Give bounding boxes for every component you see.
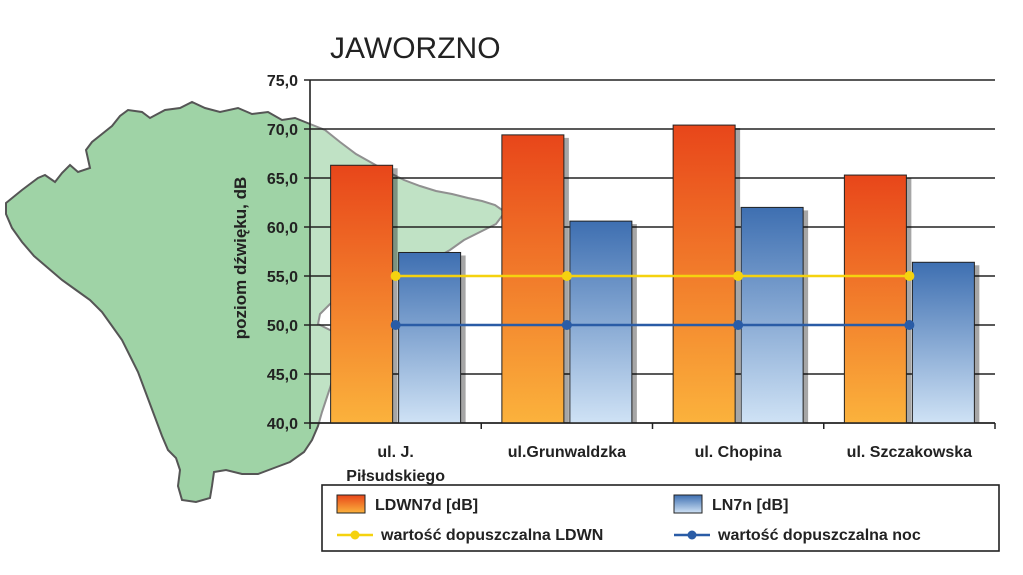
y-tick-labels: 40,0 45,0 50,0 55,0 60,0 65,0 70,0 75,0 (267, 73, 298, 433)
bar-ln7n (398, 251, 462, 424)
y-tick-label: 50,0 (267, 318, 298, 335)
legend-swatch (336, 494, 366, 514)
legend-box (321, 484, 1000, 552)
limit-lines (390, 271, 915, 330)
legend: LDWN7d [dB] LN7n [dB] wartość dopuszczalna… (321, 484, 1000, 552)
legend-swatch (673, 494, 703, 514)
legend-label: LN7n [dB] (712, 497, 788, 514)
limit-point (733, 320, 744, 330)
y-tick-label: 40,0 (267, 416, 298, 433)
bar-ln7n (740, 206, 804, 424)
bar-ldwn7d (843, 174, 907, 424)
limit-point (561, 271, 572, 281)
limit-point (904, 271, 915, 281)
limit-point (390, 320, 401, 330)
bar-ln7n (569, 220, 633, 424)
y-tick-label: 70,0 (267, 122, 298, 139)
limit-point (561, 320, 572, 330)
bars (330, 124, 980, 424)
y-tick-label: 60,0 (267, 220, 298, 237)
limit-point (904, 320, 915, 330)
x-tick-label: ul. Szczakowska (847, 444, 972, 461)
y-tick-label: 45,0 (267, 367, 298, 384)
y-tick-label: 75,0 (267, 73, 298, 90)
x-tick-labels: ul. J. Piłsudskiego ul.Grunwaldzka ul. Chop… (346, 444, 972, 485)
bar-ldwn7d (330, 164, 394, 424)
legend-marker (350, 530, 360, 540)
x-tick-label: ul.Grunwaldzka (508, 444, 626, 461)
x-tick-label: ul. J. Piłsudskiego (346, 444, 445, 485)
limit-point (733, 271, 744, 281)
axes (309, 80, 996, 429)
chart-title: JAWORZNO (330, 32, 501, 65)
bar-ldwn7d (501, 134, 565, 424)
y-tick-label: 65,0 (267, 171, 298, 188)
x-tick-label: ul. Chopina (695, 444, 782, 461)
y-axis-label: poziom dźwięku, dB (231, 177, 250, 339)
limit-point (390, 271, 401, 281)
legend-label: LDWN7d [dB] (375, 497, 478, 514)
legend-label: wartość dopuszczalna noc (717, 527, 921, 544)
legend-label: wartość dopuszczalna LDWN (380, 527, 603, 544)
bar-ln7n (911, 261, 975, 424)
legend-marker (687, 530, 697, 540)
bar-ldwn7d (672, 124, 736, 424)
y-tick-label: 55,0 (267, 269, 298, 286)
